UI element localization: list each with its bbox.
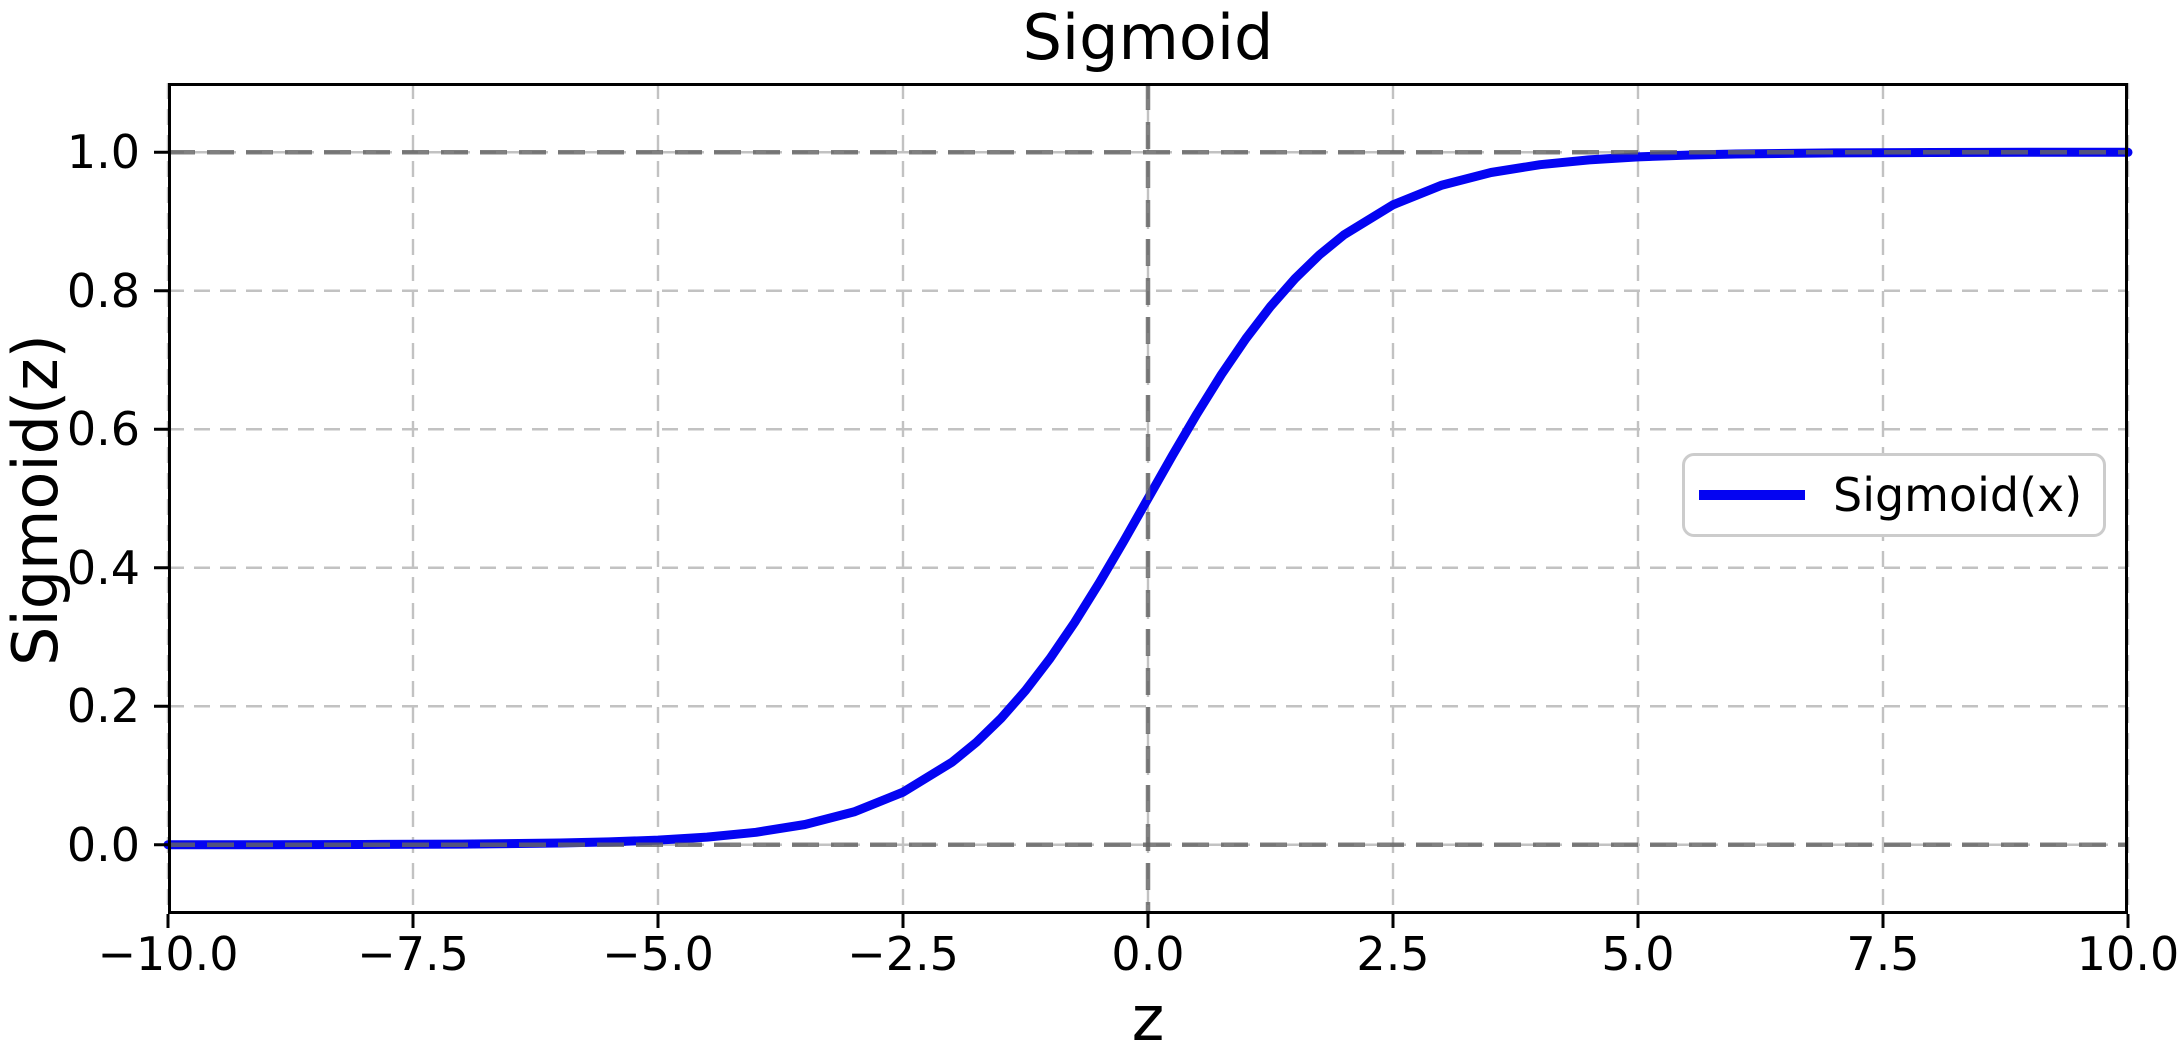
- y-axis-label: Sigmoid(z): [0, 334, 72, 666]
- x-tick-label: −10.0: [97, 927, 239, 981]
- x-tick-label: 7.5: [1846, 927, 1920, 981]
- y-tick-label: 0.0: [66, 817, 140, 872]
- y-tick-label: 0.2: [66, 679, 140, 734]
- chart-title: Sigmoid: [1022, 1, 1274, 74]
- x-tick-label: −2.5: [847, 927, 959, 981]
- x-tick-label: −7.5: [357, 927, 469, 981]
- legend-label: Sigmoid(x): [1833, 468, 2083, 522]
- x-axis-label: z: [1131, 982, 1165, 1052]
- x-tick-label: −5.0: [602, 927, 714, 981]
- y-tick-label: 0.4: [66, 540, 140, 595]
- legend: Sigmoid(x): [1682, 453, 2106, 537]
- legend-line-sample: [1699, 490, 1805, 500]
- plot-border: [168, 83, 2128, 914]
- y-tick-label: 1.0: [66, 125, 140, 180]
- x-tick-label: 0.0: [1111, 927, 1185, 981]
- plot-area: [154, 83, 2133, 928]
- y-tick-label: 0.8: [66, 263, 140, 318]
- y-tick-label: 0.6: [66, 402, 140, 457]
- x-tick-label: 2.5: [1356, 927, 1430, 981]
- x-tick-label: 5.0: [1601, 927, 1675, 981]
- x-tick-label: 10.0: [2076, 927, 2180, 981]
